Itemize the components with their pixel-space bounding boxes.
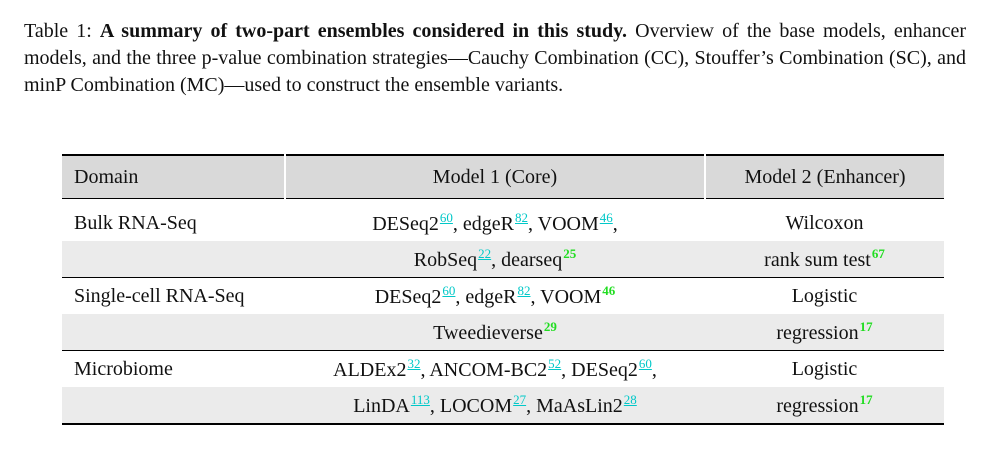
cell: Logistic [705,278,944,315]
cell: DESeq260, edgeR82, VOOM46 [285,278,705,315]
table-row: Microbiome ALDEx232, ANCOM-BC252, DESeq26… [62,351,944,388]
cell-text: , ANCOM-BC2 [420,359,548,381]
citation[interactable]: 60 [439,210,453,225]
table-row: RobSeq22, dearseq25 rank sum test67 [62,241,944,278]
citation[interactable]: 32 [407,356,421,371]
cell-text: DESeq2 [374,286,442,308]
citation: 46 [602,283,616,298]
citation[interactable]: 22 [478,246,492,261]
header-cell: Model 2 (Enhancer) [704,155,944,199]
header-cell: Model 1 (Core) [284,155,705,199]
citation[interactable]: 46 [599,210,613,225]
cell-text: , edgeR [455,286,517,308]
citation[interactable]: 82 [515,210,528,225]
citation: 17 [859,392,873,407]
citation[interactable]: 82 [517,283,531,298]
domain-cell: Microbiome [62,351,285,388]
table-row: Bulk RNA-Seq DESeq260, edgeR82, VOOM46, Wi… [62,199,944,242]
cell: RobSeq22, dearseq25 [285,241,705,278]
citation[interactable]: 60 [442,283,456,298]
cell-text: Wilcoxon [785,211,864,234]
domain-cell: Bulk RNA-Seq [62,199,285,242]
citation[interactable]: 52 [548,356,562,371]
header-cell: Domain [62,155,285,199]
cell: ALDEx232, ANCOM-BC252, DESeq260, [285,351,705,388]
cell-text: ALDEx2 [333,359,407,381]
cell-text: , VOOM [528,213,599,235]
table-row: Tweedieverse29 regression17 [62,314,944,351]
domain-cell [62,314,285,351]
citation: 17 [859,319,873,334]
cell: DESeq260, edgeR82, VOOM46, [285,199,705,242]
domain-cell [62,387,285,424]
cell: LinDA113, LOCOM27, MaAsLin228 [285,387,705,424]
citation[interactable]: 28 [623,392,637,407]
caption-text: Overview of the base models, enhancer mo… [24,20,967,96]
citation[interactable]: 60 [638,356,652,371]
cell-text: , VOOM [530,286,602,308]
cell-text: Logistic [791,284,858,307]
domain: Microbiome [74,357,173,380]
cell-text: regression [776,322,859,344]
cell-text: , dearseq [491,249,563,271]
cell: regression17 [705,387,944,424]
domain-cell [62,241,285,278]
cell-text: rank sum test [764,249,871,271]
caption-title: A summary of two-part ensembles consider… [99,20,628,42]
cell: Wilcoxon [705,199,944,242]
cell: regression17 [705,314,944,351]
cell-text: regression [776,395,859,417]
domain: Single-cell RNA-Seq [74,284,245,307]
citation[interactable]: 113 [410,392,430,407]
citation: 29 [543,319,557,334]
cell-text: , MaAsLin2 [526,395,623,417]
cell-text: , [612,213,618,235]
header-row: Domain Model 1 (Core) Model 2 (Enhancer) [62,155,944,199]
citation: 25 [563,246,577,261]
cell-text: Tweedieverse [433,322,543,344]
caption: Table 1: A summary of two-part ensembles… [24,18,966,99]
cell-text: , edgeR [452,213,514,235]
cell-text: DESeq2 [372,213,439,235]
cell-text: , DESeq2 [561,359,638,381]
table-row: LinDA113, LOCOM27, MaAsLin228 regression1… [62,387,944,424]
cell-text: Logistic [791,357,858,380]
domain-cell: Single-cell RNA-Seq [62,278,285,315]
caption-label: Table 1: [24,20,92,42]
cell-text: , LOCOM [429,395,513,417]
citation[interactable]: 27 [513,392,527,407]
cell-text: , [651,359,657,381]
cell: Tweedieverse29 [285,314,705,351]
cell-text: LinDA [353,395,410,417]
table: Domain Model 1 (Core) Model 2 (Enhancer)… [62,154,944,425]
cell-text: RobSeq [413,249,478,271]
cell: Logistic [705,351,944,388]
domain: Bulk RNA-Seq [74,211,197,234]
citation: 67 [871,246,885,261]
cell: rank sum test67 [705,241,944,278]
table-row: Single-cell RNA-Seq DESeq260, edgeR82, VO… [62,278,944,315]
